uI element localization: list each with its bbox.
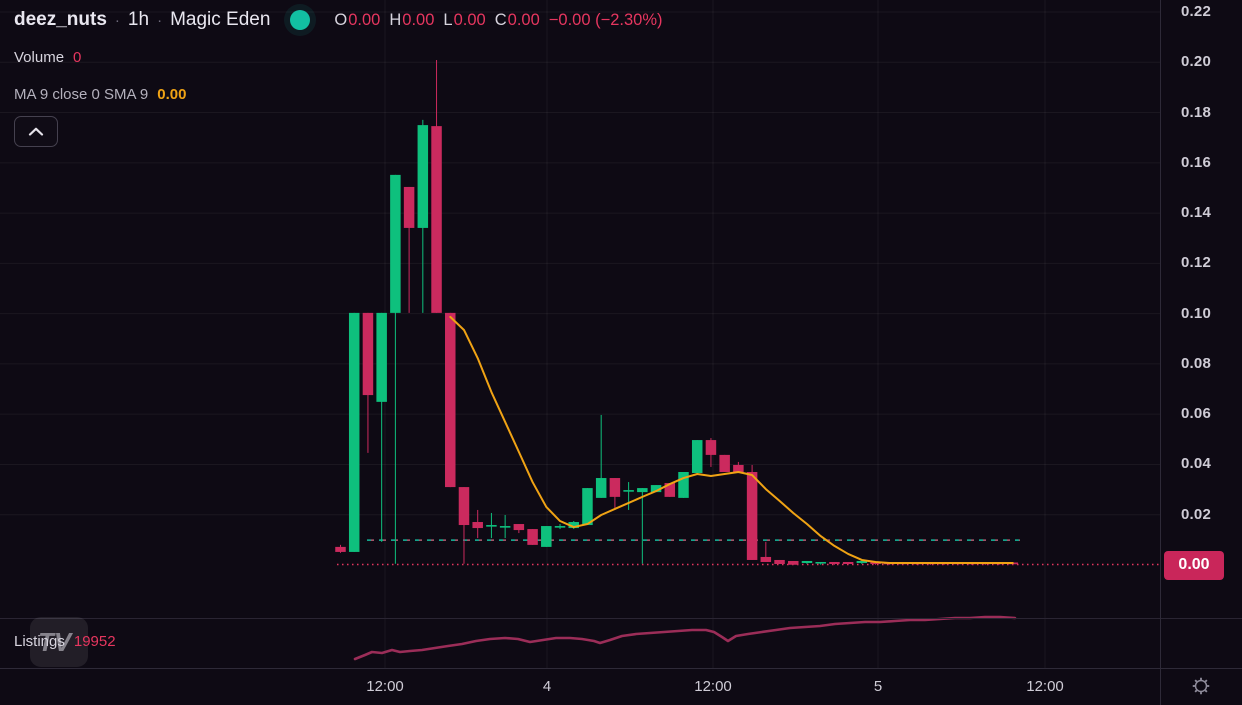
legend-separator: ·	[114, 11, 120, 29]
price-tick-label: 0.04	[1181, 455, 1211, 473]
candle-body	[431, 126, 442, 313]
price-tick-label: 0.12	[1181, 254, 1211, 272]
candle-body	[335, 546, 346, 552]
candle-body	[403, 186, 415, 228]
candle-body	[541, 526, 552, 547]
close-label: C	[494, 10, 507, 29]
candle-body	[527, 529, 538, 545]
listings-legend: Listings 19952	[14, 633, 116, 650]
candle-body	[499, 526, 511, 528]
price-tick-label: 0.06	[1181, 405, 1211, 423]
svg-text:TV: TV	[38, 627, 74, 657]
chart-settings-button[interactable]	[1184, 669, 1218, 703]
candle-body	[801, 560, 813, 563]
symbol-name[interactable]: deez_nuts	[14, 9, 107, 30]
candle-body	[554, 526, 566, 528]
gear-icon	[1192, 677, 1210, 695]
candle-body	[390, 174, 401, 313]
candle-body	[664, 483, 676, 497]
price-tick-label: 0.08	[1181, 354, 1211, 372]
candle-body	[513, 524, 525, 531]
time-tick-label: 12:00	[694, 678, 732, 695]
volume-value: 0	[73, 49, 82, 66]
candle-body	[458, 487, 470, 526]
data-source-label: Magic Eden	[170, 9, 271, 30]
source-status-dot-icon	[290, 10, 311, 30]
candle-body	[595, 478, 607, 498]
candle-body	[678, 471, 689, 498]
candle-body	[829, 561, 840, 564]
candle-body	[348, 312, 360, 552]
low-label: L	[443, 10, 453, 29]
price-chart-canvas[interactable]	[0, 0, 1160, 668]
open-value: 0.00	[348, 10, 381, 29]
symbol-legend[interactable]: deez_nuts · 1h · Magic Eden O 0.00 H 0.0…	[14, 9, 663, 31]
close-value: 0.00	[507, 10, 540, 29]
open-label: O	[334, 10, 348, 29]
high-label: H	[389, 10, 402, 29]
candle-body	[746, 471, 758, 560]
candle-body	[623, 490, 634, 492]
chevron-up-icon	[28, 127, 44, 136]
candle-body	[705, 440, 717, 455]
candle-body	[445, 312, 456, 488]
price-tick-label: 0.10	[1181, 304, 1211, 322]
legend-separator: ·	[157, 11, 163, 29]
listings-value: 19952	[73, 633, 116, 650]
candle-body	[870, 561, 881, 564]
candle-body	[733, 464, 744, 472]
ma-value: 0.00	[157, 86, 187, 103]
price-tick-label: 0.20	[1181, 53, 1211, 71]
current-price-badge: 0.00	[1164, 550, 1224, 580]
candle-body	[760, 556, 772, 562]
low-value: 0.00	[453, 10, 486, 29]
candle-body	[376, 312, 387, 402]
candle-body	[417, 125, 429, 228]
pane-separator[interactable]	[0, 618, 1242, 619]
candle-body	[856, 560, 868, 563]
candle-body	[788, 560, 799, 565]
listings-label: Listings	[14, 633, 65, 650]
listings-line	[353, 615, 1017, 661]
interval-label[interactable]: 1h	[127, 9, 150, 30]
volume-label: Volume	[14, 49, 65, 66]
sma9-line	[449, 315, 1014, 564]
price-tick-label: 0.02	[1181, 505, 1211, 523]
time-axis-border	[0, 668, 1242, 669]
price-tick-label: 0.16	[1181, 153, 1211, 171]
ohlc-values: O 0.00 H 0.00 L 0.00 C 0.00 −0.00 (−2.30…	[334, 11, 662, 30]
candle-body	[486, 525, 497, 527]
candle-body	[582, 488, 593, 526]
candle-body	[362, 312, 374, 396]
ma-label: MA 9 close 0 SMA 9	[14, 86, 149, 103]
candle-body	[568, 522, 579, 529]
candle-body	[472, 522, 483, 529]
price-tick-label: 0.14	[1181, 204, 1211, 222]
time-axis[interactable]: 12:00 4 12:00 5 12:00	[0, 669, 1242, 705]
candle-body	[774, 559, 785, 564]
ma-legend: MA 9 close 0 SMA 9 0.00	[14, 86, 186, 103]
candle-body	[691, 440, 703, 474]
time-tick-label: 12:00	[1026, 678, 1064, 695]
change-value: −0.00 (−2.30%)	[548, 10, 663, 29]
price-tick-label: 0.22	[1181, 3, 1211, 20]
price-tick-label: 0.18	[1181, 103, 1211, 121]
candle-body	[815, 561, 826, 564]
time-tick-label: 12:00	[366, 678, 404, 695]
candle-body	[609, 478, 621, 497]
candle-body	[637, 488, 648, 493]
collapse-legend-button[interactable]	[14, 116, 58, 147]
tradingview-logo[interactable]: TV	[30, 617, 88, 667]
price-axis[interactable]: 0.22 0.20 0.18 0.16 0.14 0.12 0.10 0.08 0.06 0.04…	[1161, 0, 1242, 668]
candle-body	[842, 561, 854, 564]
candle-body	[650, 485, 662, 493]
time-tick-label: 5	[873, 678, 883, 695]
time-tick-label: 4	[542, 678, 552, 695]
high-value: 0.00	[402, 10, 435, 29]
volume-legend: Volume 0	[14, 49, 81, 66]
candle-body	[719, 454, 730, 472]
price-axis-border	[1160, 0, 1161, 705]
